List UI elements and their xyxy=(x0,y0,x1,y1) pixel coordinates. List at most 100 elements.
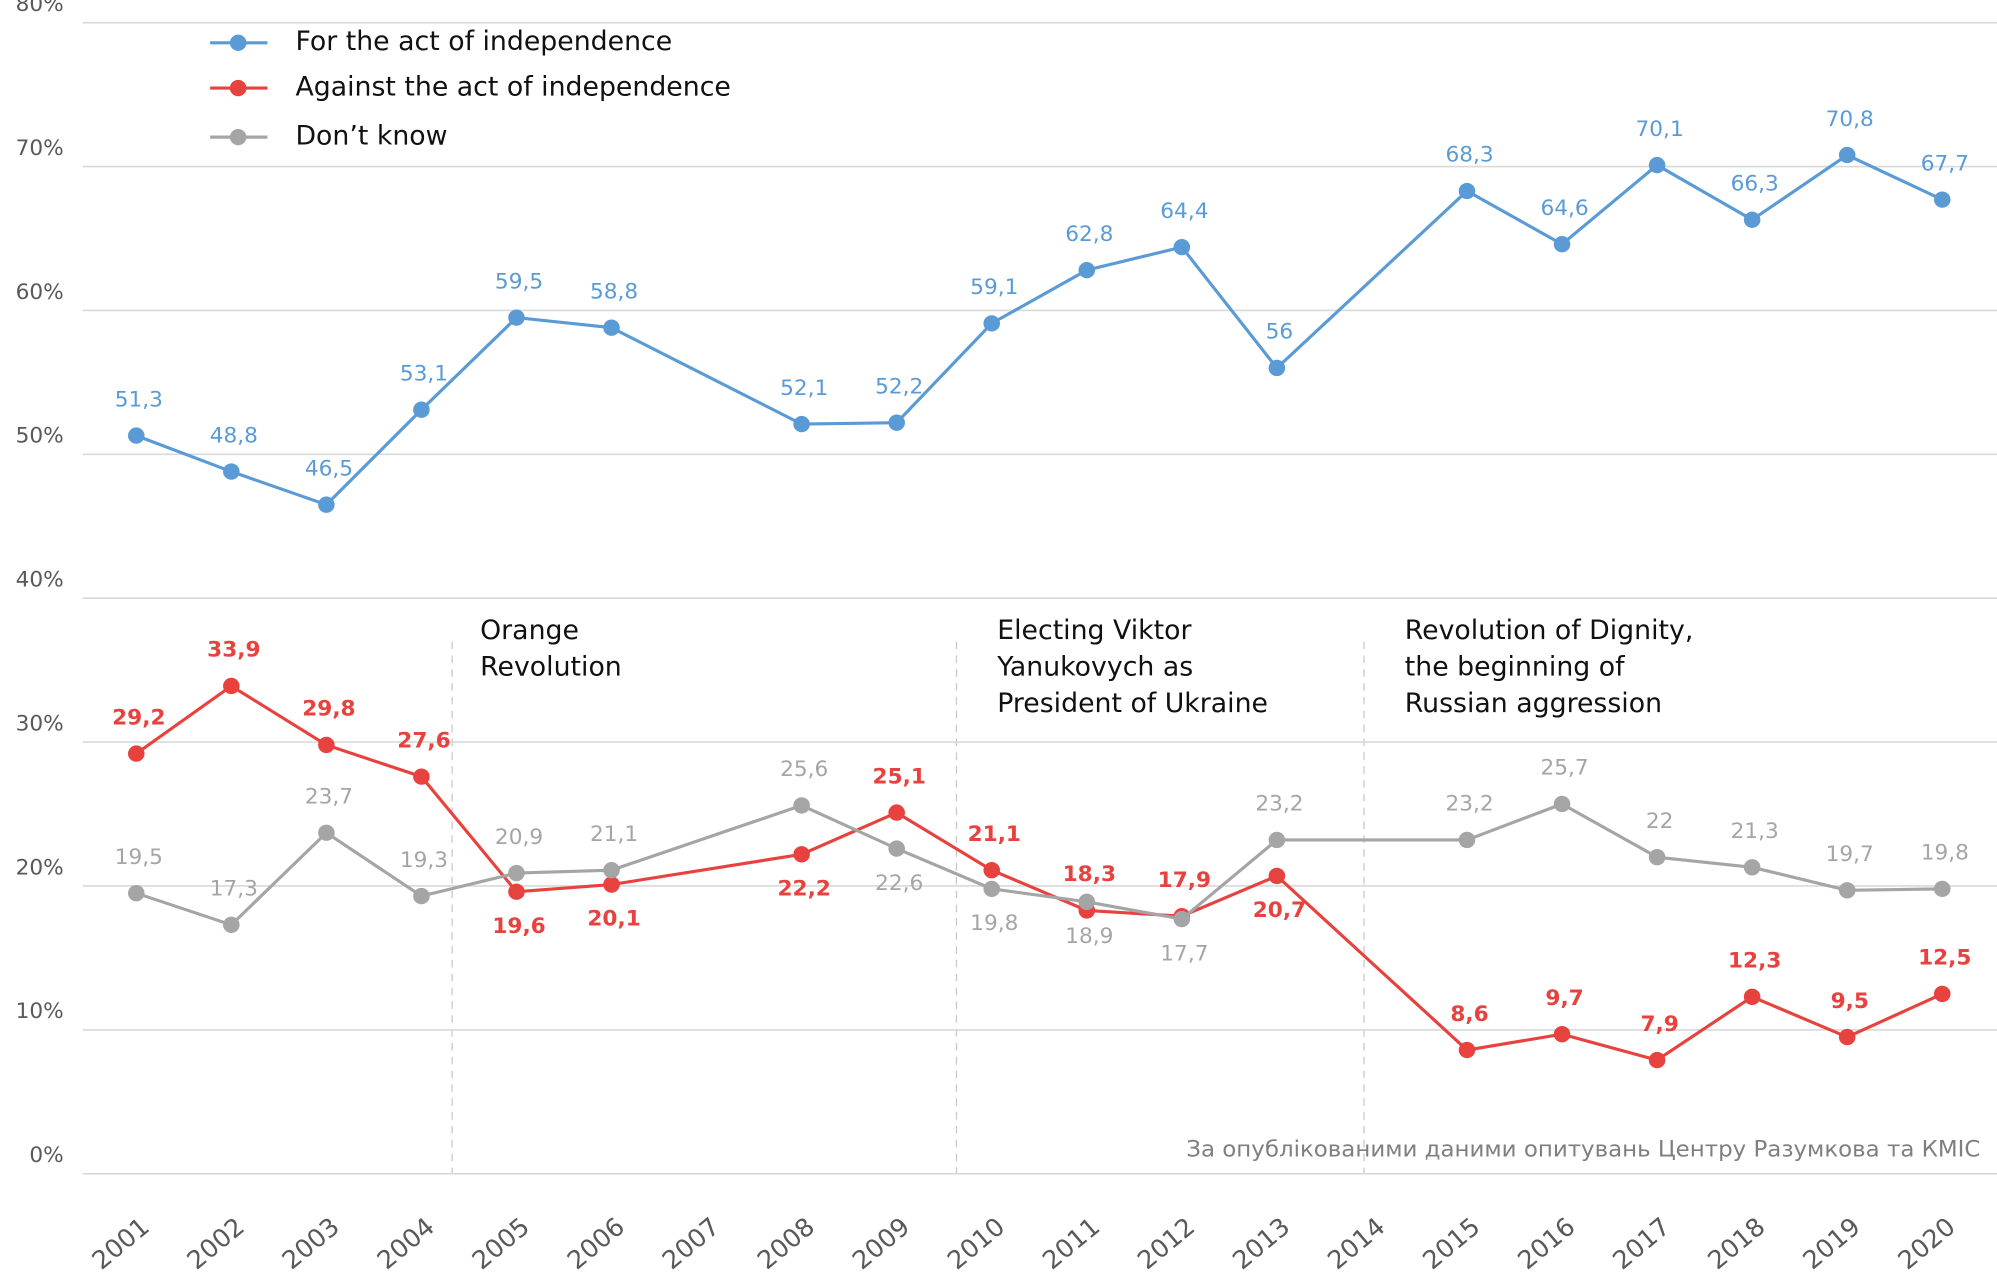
data-point xyxy=(793,797,810,814)
data-label: 48,8 xyxy=(210,423,258,448)
series-line xyxy=(135,684,1943,1062)
y-tick-label: 50% xyxy=(16,424,64,449)
data-label: 8,6 xyxy=(1450,1002,1488,1027)
data-label: 7,9 xyxy=(1640,1012,1678,1037)
data-point xyxy=(508,883,525,900)
data-point xyxy=(1838,146,1856,164)
x-tick-label: 2008 xyxy=(752,1212,820,1275)
data-label: 19,6 xyxy=(492,914,545,939)
legend-marker xyxy=(229,34,247,51)
data-point xyxy=(1933,191,1951,208)
series-line xyxy=(135,153,1943,507)
data-label: 18,3 xyxy=(1063,862,1116,887)
data-label: 21,1 xyxy=(590,822,638,847)
x-tick-label: 2004 xyxy=(372,1212,440,1275)
x-tick-label: 2009 xyxy=(847,1212,915,1275)
x-tick-label: 2003 xyxy=(277,1212,345,1275)
data-point xyxy=(1458,831,1476,849)
data-point xyxy=(223,916,240,934)
data-point xyxy=(223,677,240,695)
data-point xyxy=(1838,882,1856,899)
data-point xyxy=(1553,795,1571,813)
data-label: 9,5 xyxy=(1831,989,1869,1014)
data-label: 9,7 xyxy=(1545,986,1583,1011)
data-label: 23,2 xyxy=(1445,792,1493,817)
data-point xyxy=(127,885,145,902)
data-label: 67,7 xyxy=(1921,151,1969,176)
data-label: 56 xyxy=(1266,320,1294,345)
data-label: 17,7 xyxy=(1160,941,1208,966)
data-point xyxy=(1078,261,1096,279)
data-point xyxy=(888,804,905,821)
data-point xyxy=(1743,859,1761,876)
data-point xyxy=(318,496,335,513)
data-label: 17,3 xyxy=(210,877,258,902)
x-tick-label: 2005 xyxy=(467,1212,535,1275)
data-label: 21,3 xyxy=(1731,819,1779,844)
data-point xyxy=(1458,182,1476,200)
data-label: 20,9 xyxy=(495,825,543,850)
data-point xyxy=(413,887,430,905)
legend-label: For the act of independence xyxy=(295,26,672,57)
x-tick-label: 2011 xyxy=(1037,1212,1105,1275)
data-label: 53,1 xyxy=(400,362,448,387)
data-point xyxy=(1173,238,1191,256)
data-label: 52,1 xyxy=(780,376,828,401)
data-point xyxy=(603,319,620,336)
data-point xyxy=(888,840,905,857)
data-label: 70,1 xyxy=(1636,117,1684,142)
annotation: President of Ukraine xyxy=(997,688,1268,719)
data-label: 19,7 xyxy=(1826,842,1874,867)
y-tick-label: 30% xyxy=(16,712,64,737)
data-label: 66,3 xyxy=(1731,172,1779,197)
annotation: Revolution xyxy=(480,652,622,683)
data-label: 64,6 xyxy=(1540,196,1588,221)
data-point xyxy=(318,736,335,754)
data-label: 23,2 xyxy=(1255,792,1303,817)
data-point xyxy=(983,861,1001,879)
x-tick-label: 2002 xyxy=(182,1212,250,1275)
x-tick-label: 2010 xyxy=(942,1212,1010,1275)
x-tick-label: 2019 xyxy=(1797,1212,1865,1275)
data-point xyxy=(318,824,335,841)
data-label: 18,9 xyxy=(1065,924,1113,949)
data-label: 22,6 xyxy=(875,871,923,896)
data-point xyxy=(1743,211,1761,228)
data-label: 62,8 xyxy=(1065,222,1113,247)
data-point xyxy=(1743,988,1761,1005)
y-tick-label: 80% xyxy=(16,0,64,17)
data-point xyxy=(1648,849,1666,866)
source-note: За опублікованими даними опитувань Центр… xyxy=(1186,1136,1980,1162)
y-tick-label: 20% xyxy=(16,855,64,880)
legend-marker xyxy=(229,79,247,97)
data-label: 22,2 xyxy=(777,877,830,902)
x-tick-label: 2014 xyxy=(1322,1212,1390,1275)
data-point xyxy=(1268,359,1286,377)
data-label: 58,8 xyxy=(590,280,638,305)
y-tick-label: 40% xyxy=(16,568,64,593)
data-label: 19,8 xyxy=(970,911,1018,936)
data-label: 33,9 xyxy=(207,638,260,663)
data-point xyxy=(603,876,620,893)
data-point xyxy=(127,427,145,444)
data-point xyxy=(1648,156,1666,174)
data-label: 29,2 xyxy=(112,705,165,730)
data-label: 52,2 xyxy=(875,375,923,400)
data-label: 70,8 xyxy=(1826,107,1874,132)
data-label: 21,1 xyxy=(968,822,1021,847)
x-tick-label: 2018 xyxy=(1702,1212,1770,1275)
data-label: 25,1 xyxy=(873,764,926,789)
y-tick-label: 70% xyxy=(16,136,64,161)
data-point xyxy=(1553,1026,1571,1043)
x-tick-label: 2012 xyxy=(1132,1212,1200,1275)
grid xyxy=(82,21,1997,1175)
data-label: 12,3 xyxy=(1728,949,1781,974)
annotation: Electing Viktor xyxy=(997,615,1191,646)
x-tick-label: 2017 xyxy=(1607,1212,1675,1275)
data-label: 23,7 xyxy=(305,785,353,810)
y-tick-label: 60% xyxy=(16,280,64,305)
data-label: 22 xyxy=(1646,809,1674,834)
data-point xyxy=(793,415,810,433)
data-point xyxy=(983,880,1001,898)
